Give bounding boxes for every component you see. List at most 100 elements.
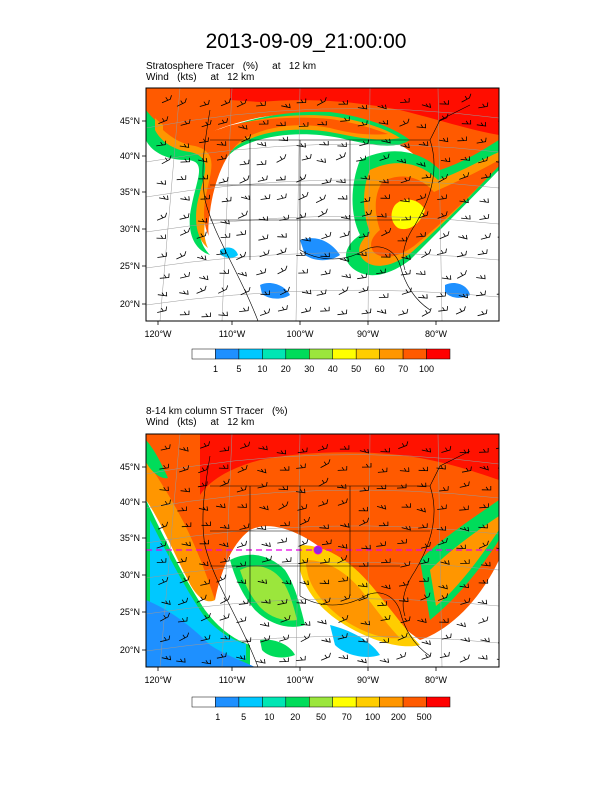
colorbar-label: 50	[351, 364, 361, 374]
wind-barb	[359, 486, 370, 492]
wind-barb	[320, 459, 331, 468]
wind-barb	[459, 505, 469, 511]
wind-barb	[296, 463, 306, 469]
wind-barb	[379, 638, 389, 644]
wind-barb	[415, 270, 426, 276]
wind-barb	[502, 248, 511, 256]
wind-barb	[236, 230, 247, 236]
wind-barb	[358, 593, 369, 602]
wind-barb	[199, 137, 209, 144]
colorbar-label: 5	[241, 712, 246, 722]
colorbar-swatch	[238, 348, 263, 360]
wind-barb	[220, 595, 231, 604]
lat-tick-label: 25°N	[120, 607, 140, 617]
wind-barb	[378, 293, 389, 298]
wind-barb	[236, 485, 247, 493]
panel1-colorbar: 1 5 10 20 30 40 50 60 70 100	[191, 348, 451, 374]
lon-tick-label: 80°W	[425, 329, 448, 339]
wind-barb	[238, 599, 249, 605]
wind-barb	[476, 121, 487, 127]
panel1-field-title: Stratosphere Tracer (%) at 12 km	[146, 61, 317, 72]
wind-barb	[320, 597, 331, 606]
wind-barb	[316, 97, 327, 106]
wind-barb	[437, 211, 448, 219]
wind-barb	[381, 584, 391, 590]
wind-barb	[480, 232, 491, 240]
wind-barb	[279, 466, 290, 471]
wind-barb	[317, 208, 328, 218]
wind-barb	[180, 196, 190, 201]
wind-barb	[421, 652, 432, 660]
lat-tick-label: 30°N	[120, 570, 140, 580]
wind-barb	[338, 654, 349, 660]
wind-barb	[379, 153, 390, 161]
wind-barb	[337, 465, 348, 471]
wind-barb	[278, 136, 289, 142]
wind-barb	[500, 509, 509, 513]
wind-barb	[337, 555, 348, 564]
colorbar-label: 30	[304, 364, 314, 374]
wind-barb	[158, 116, 169, 124]
wind-barb	[201, 521, 211, 526]
wind-barb	[340, 523, 350, 528]
wind-barb	[157, 306, 168, 313]
wind-barb	[439, 486, 449, 492]
wind-barb	[438, 113, 449, 122]
wind-barb	[401, 215, 411, 221]
wind-barb	[179, 310, 190, 316]
wind-barb	[177, 506, 187, 512]
wind-barb	[416, 507, 426, 513]
wind-barb	[199, 99, 210, 107]
wind-barb	[301, 289, 312, 295]
wind-barb	[316, 289, 327, 296]
wind-barb	[418, 523, 428, 529]
wind-barb	[461, 93, 472, 103]
wind-barb	[421, 249, 432, 258]
wind-barb	[276, 247, 287, 255]
wind-barb	[477, 249, 488, 256]
wind-barb	[478, 523, 488, 529]
wind-barb	[380, 447, 390, 453]
wind-barb	[358, 506, 369, 512]
wind-barb	[236, 616, 247, 623]
wind-barb	[280, 615, 291, 623]
wind-barb	[439, 231, 450, 240]
wind-barb	[261, 555, 272, 563]
panel2-wind-barbs	[156, 441, 509, 665]
colorbar-swatch	[262, 696, 287, 708]
wind-barb	[176, 557, 187, 564]
wind-barb	[296, 174, 307, 183]
colorbar-swatch	[309, 348, 333, 360]
wind-barb	[438, 306, 448, 312]
panel2-wind-title: Wind (kts) at 12 km	[146, 417, 255, 428]
colorbar-swatch	[238, 696, 263, 708]
wind-barb	[177, 597, 188, 606]
wind-barb	[400, 616, 411, 624]
wind-barb	[381, 227, 392, 237]
colorbar-label: 60	[375, 364, 385, 374]
wind-barb	[220, 556, 230, 563]
wind-barb	[500, 174, 510, 181]
wind-barb	[440, 560, 450, 565]
wind-barb	[319, 579, 330, 585]
wind-barb	[237, 464, 248, 473]
wind-barb	[239, 306, 249, 312]
colorbar-swatch	[332, 696, 357, 708]
wind-barb	[281, 579, 292, 585]
lat-tick-label: 20°N	[120, 645, 140, 655]
wind-barb	[401, 525, 411, 531]
wind-barb	[460, 637, 470, 643]
colorbar-swatch	[379, 348, 404, 360]
lon-tick-label: 100°W	[286, 675, 314, 685]
wind-barb	[461, 215, 471, 220]
wind-barb	[498, 602, 499, 604]
wind-barb	[399, 118, 410, 127]
wind-barb	[356, 155, 366, 162]
wind-barb	[200, 194, 210, 200]
wind-barb	[296, 98, 307, 104]
wind-barb	[196, 231, 207, 239]
wind-barb	[338, 100, 348, 105]
wind-barb	[301, 153, 312, 161]
wind-barb	[379, 178, 389, 184]
wind-barb	[501, 215, 510, 219]
